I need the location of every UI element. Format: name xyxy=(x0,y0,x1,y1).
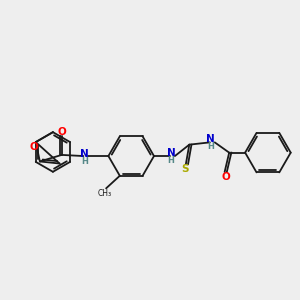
Text: N: N xyxy=(80,149,89,159)
Text: O: O xyxy=(57,127,66,136)
Text: S: S xyxy=(181,164,189,174)
Text: H: H xyxy=(207,142,214,151)
Text: CH₃: CH₃ xyxy=(98,189,112,198)
Text: O: O xyxy=(221,172,230,182)
Text: H: H xyxy=(167,155,174,164)
Text: O: O xyxy=(29,142,38,152)
Text: N: N xyxy=(167,148,175,158)
Text: H: H xyxy=(81,157,88,166)
Text: N: N xyxy=(206,134,215,144)
